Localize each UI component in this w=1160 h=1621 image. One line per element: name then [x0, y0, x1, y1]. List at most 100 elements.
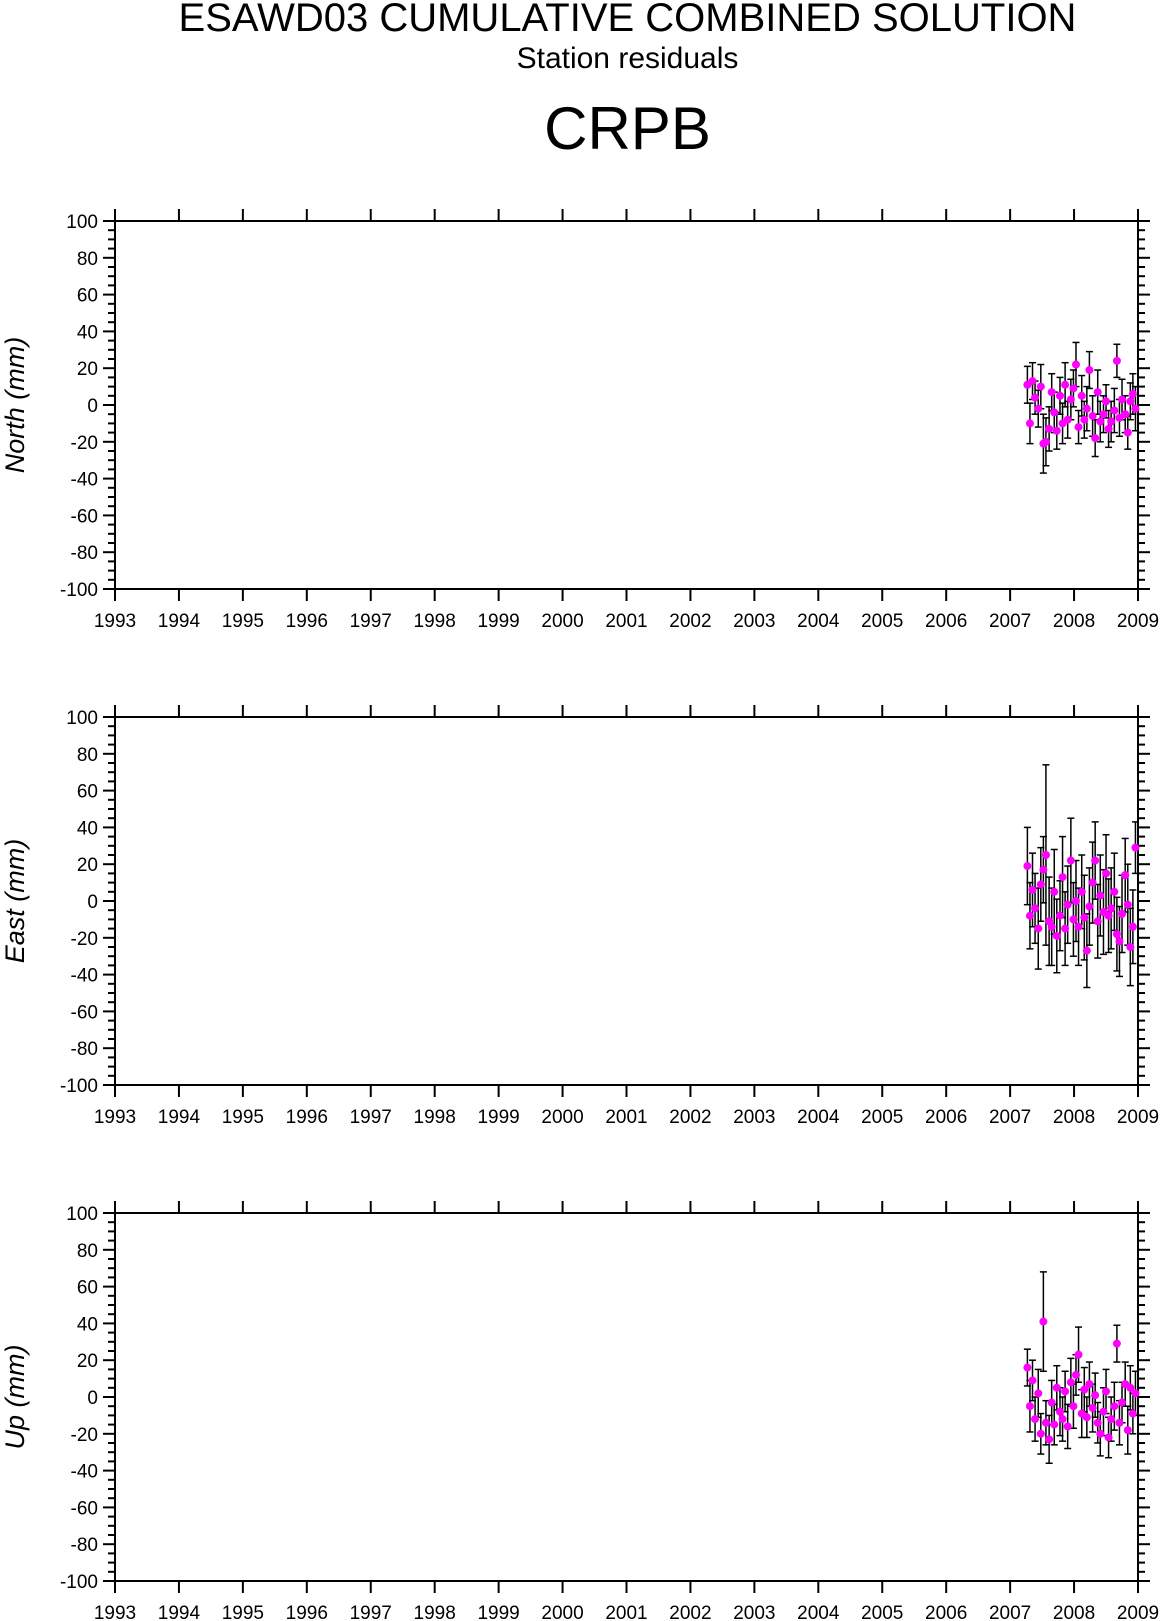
data-point: [1050, 1420, 1059, 1429]
x-tick-label: 1994: [158, 611, 201, 632]
x-tick-label: 2009: [1117, 1603, 1159, 1621]
data-point: [1052, 931, 1061, 940]
data-point: [1031, 904, 1040, 913]
x-tick-label: 2006: [925, 1603, 967, 1621]
x-tick-label: 2003: [733, 1603, 775, 1621]
x-tick-label: 1997: [350, 1603, 392, 1621]
y-tick-label: -100: [60, 580, 98, 601]
data-point: [1039, 865, 1048, 874]
chart-subtitle: Station residuals: [516, 42, 739, 75]
data-point: [1085, 902, 1094, 911]
y-tick-label: 80: [77, 1241, 98, 1262]
y-tick-label: 100: [66, 1204, 98, 1225]
data-point: [1115, 413, 1124, 422]
data-point: [1085, 366, 1094, 375]
data-point: [1091, 1391, 1100, 1400]
x-tick-label: 2008: [1053, 611, 1095, 632]
y-tick-label: 40: [77, 818, 98, 839]
x-tick-label: 2007: [989, 611, 1031, 632]
data-point: [1131, 843, 1140, 852]
x-tick-label: 2008: [1053, 1603, 1095, 1621]
data-point: [1061, 380, 1070, 389]
data-point: [1066, 1378, 1075, 1387]
data-point: [1041, 851, 1050, 859]
data-point: [1047, 1398, 1056, 1407]
data-point: [1118, 1398, 1127, 1407]
y-tick-label: 0: [87, 396, 98, 417]
x-tick-label: 1993: [94, 611, 136, 632]
data-point: [1025, 911, 1034, 920]
data-point: [1123, 428, 1132, 437]
data-point: [1061, 924, 1070, 933]
data-point: [1080, 913, 1089, 922]
x-tick-label: 2004: [797, 1107, 840, 1128]
y-tick-label: 20: [77, 1351, 98, 1372]
y-tick-label: 80: [77, 249, 98, 270]
data-point: [1096, 891, 1105, 900]
data-point: [1063, 415, 1072, 424]
x-tick-label: 1993: [94, 1603, 136, 1621]
data-point: [1118, 909, 1127, 918]
data-point: [1082, 946, 1091, 955]
x-tick-label: 2000: [541, 1107, 583, 1128]
data-point: [1102, 1387, 1111, 1396]
data-point: [1126, 943, 1135, 951]
data-point: [1104, 911, 1113, 920]
data-point: [1066, 856, 1075, 865]
x-tick-label: 2002: [669, 611, 711, 632]
y-tick-label: -80: [71, 1535, 98, 1556]
data-point: [1126, 1383, 1135, 1392]
data-point: [1050, 887, 1059, 896]
data-point: [1104, 1433, 1113, 1442]
data-point: [1123, 1426, 1132, 1435]
x-tick-label: 1997: [350, 1107, 392, 1128]
x-tick-label: 2002: [669, 1603, 711, 1621]
data-point: [1074, 922, 1083, 931]
data-point: [1045, 424, 1054, 433]
y-tick-label: 100: [66, 708, 98, 729]
y-tick-label: -20: [71, 433, 98, 454]
x-tick-label: 1998: [414, 1107, 456, 1128]
data-point: [1050, 408, 1059, 417]
x-tick-label: 1993: [94, 1107, 136, 1128]
data-point: [1077, 391, 1086, 400]
y-axis-label: North (mm): [0, 337, 30, 474]
data-point: [1096, 1429, 1105, 1438]
data-point: [1107, 904, 1116, 913]
data-point: [1041, 437, 1050, 446]
data-point: [1131, 1389, 1140, 1398]
plot-frame: [114, 716, 1139, 1086]
data-point: [1028, 377, 1037, 386]
x-tick-label: 1998: [414, 1603, 456, 1621]
x-tick-label: 2006: [925, 1107, 967, 1128]
x-tick-label: 2007: [989, 1603, 1031, 1621]
data-point: [1123, 900, 1132, 909]
data-point: [1080, 415, 1089, 424]
y-tick-label: -40: [71, 1462, 98, 1483]
x-tick-label: 1996: [286, 1603, 328, 1621]
y-tick-label: -80: [71, 1039, 98, 1060]
data-point: [1088, 878, 1097, 887]
data-point: [1099, 410, 1108, 419]
data-point: [1034, 1389, 1043, 1398]
data-point: [1047, 922, 1056, 931]
y-tick-label: 60: [77, 1278, 98, 1299]
data-point: [1110, 887, 1119, 896]
x-tick-label: 2000: [541, 1603, 583, 1621]
plot-frame: [114, 220, 1139, 590]
data-point: [1055, 911, 1064, 920]
x-tick-label: 2009: [1117, 611, 1159, 632]
y-tick-label: -20: [71, 1425, 98, 1446]
data-point: [1099, 1407, 1108, 1416]
x-tick-label: 1995: [222, 1107, 264, 1128]
x-tick-label: 1997: [350, 611, 392, 632]
x-tick-label: 2001: [605, 1107, 647, 1128]
x-tick-label: 2004: [797, 1603, 840, 1621]
data-point: [1088, 412, 1097, 421]
data-point: [1088, 1404, 1097, 1413]
y-tick-label: -100: [60, 1572, 98, 1593]
data-point: [1066, 395, 1075, 404]
y-tick-label: 0: [87, 1388, 98, 1409]
x-tick-label: 2000: [541, 611, 583, 632]
